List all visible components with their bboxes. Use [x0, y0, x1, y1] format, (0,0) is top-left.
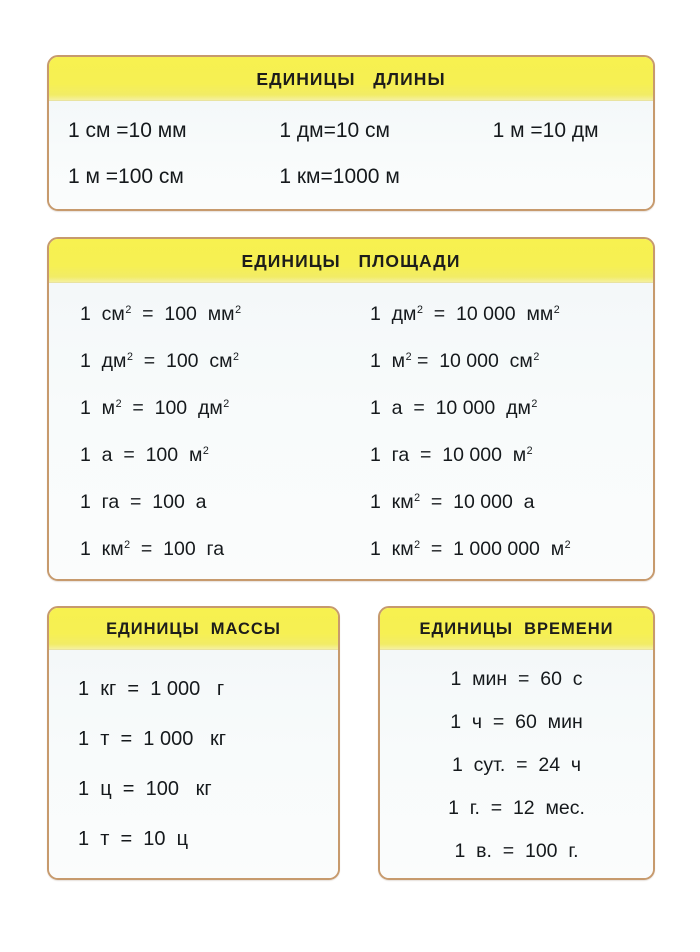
- conversion-row: 1 кг = 1 000 г: [78, 678, 225, 700]
- conversion-cell: 1 га = 10 000 м2: [370, 444, 533, 466]
- conversion-row: 1 ц = 100 кг: [78, 778, 212, 800]
- conversion-cell: 1 м2 = 100 дм2: [80, 397, 230, 419]
- table-row: 1 см2 = 100 мм2 1 дм2 = 10 000 мм2: [49, 291, 653, 338]
- table-row: 1 м =100 см 1 км=1000 м: [49, 154, 653, 200]
- conversion-row: 1 сут. = 24 ч: [451, 754, 582, 776]
- panel-units-of-area: ЕДИНИЦЫ ПЛОЩАДИ 1 см2 = 100 мм2 1 дм2 = 1…: [47, 237, 655, 581]
- conversion-row: 1 т = 10 ц: [78, 828, 189, 850]
- conversion-cell: 1 а = 100 м2: [80, 444, 209, 466]
- panel-title-time: ЕДИНИЦЫ ВРЕМЕНИ: [380, 608, 653, 650]
- conversion-row: 1 мин = 60 с: [450, 668, 583, 690]
- conversion-cell: 1 км2 = 10 000 а: [370, 491, 535, 513]
- table-row: 1 га = 100 а 1 км2 = 10 000 а: [49, 479, 653, 526]
- conversion-cell: 1 дм=10 см: [279, 119, 390, 142]
- panel-body-area: 1 см2 = 100 мм2 1 дм2 = 10 000 мм2 1 дм2 =…: [49, 283, 653, 579]
- panel-units-of-time: ЕДИНИЦЫ ВРЕМЕНИ 1 мин = 60 с 1 ч = 60 ми…: [378, 606, 655, 880]
- conversion-cell: 1 км2 = 100 га: [80, 538, 225, 560]
- panel-title-mass: ЕДИНИЦЫ МАССЫ: [49, 608, 338, 650]
- panel-units-of-mass: ЕДИНИЦЫ МАССЫ 1 кг = 1 000 г 1 т = 1 000…: [47, 606, 340, 880]
- panel-body-time: 1 мин = 60 с 1 ч = 60 мин 1 сут. = 24 ч …: [380, 650, 653, 878]
- conversion-cell: 1 дм2 = 10 000 мм2: [370, 303, 560, 325]
- conversion-cell: 1 см =10 мм: [68, 119, 187, 142]
- panel-title-area: ЕДИНИЦЫ ПЛОЩАДИ: [49, 239, 653, 283]
- panel-body-mass: 1 кг = 1 000 г 1 т = 1 000 кг 1 ц = 100 …: [49, 650, 338, 878]
- conversion-cell: 1 дм2 = 100 см2: [80, 350, 239, 372]
- conversion-cell: 1 га = 100 а: [80, 491, 207, 513]
- conversion-cell: 1 м2 = 10 000 см2: [370, 350, 540, 372]
- conversion-cell: 1 а = 10 000 дм2: [370, 397, 538, 419]
- table-row: 1 км2 = 100 га 1 км2 = 1 000 000 м2: [49, 526, 653, 573]
- conversion-cell: 1 м =100 см: [68, 165, 184, 188]
- table-row: 1 а = 100 м2 1 га = 10 000 м2: [49, 432, 653, 479]
- conversion-cell: 1 км2 = 1 000 000 м2: [370, 538, 571, 560]
- panel-body-length: 1 см =10 мм 1 дм=10 см 1 м =10 дм 1 м =1…: [49, 101, 653, 209]
- conversion-cell: 1 см2 = 100 мм2: [80, 303, 242, 325]
- conversion-cell: 1 км=1000 м: [279, 165, 400, 188]
- conversion-row: 1 т = 1 000 кг: [78, 728, 227, 750]
- table-row: 1 дм2 = 100 см2 1 м2 = 10 000 см2: [49, 338, 653, 385]
- conversion-row: 1 ч = 60 мин: [450, 711, 583, 733]
- conversion-row: 1 г. = 12 мес.: [448, 797, 585, 819]
- conversion-cell: 1 м =10 дм: [492, 119, 599, 142]
- panel-title-length: ЕДИНИЦЫ ДЛИНЫ: [49, 57, 653, 101]
- conversion-row: 1 в. = 100 г.: [454, 840, 579, 862]
- panel-units-of-length: ЕДИНИЦЫ ДЛИНЫ 1 см =10 мм 1 дм=10 см 1 м…: [47, 55, 655, 211]
- table-row: 1 см =10 мм 1 дм=10 см 1 м =10 дм: [49, 108, 653, 154]
- table-row: 1 м2 = 100 дм2 1 а = 10 000 дм2: [49, 385, 653, 432]
- bottom-panels: ЕДИНИЦЫ МАССЫ 1 кг = 1 000 г 1 т = 1 000…: [47, 606, 655, 880]
